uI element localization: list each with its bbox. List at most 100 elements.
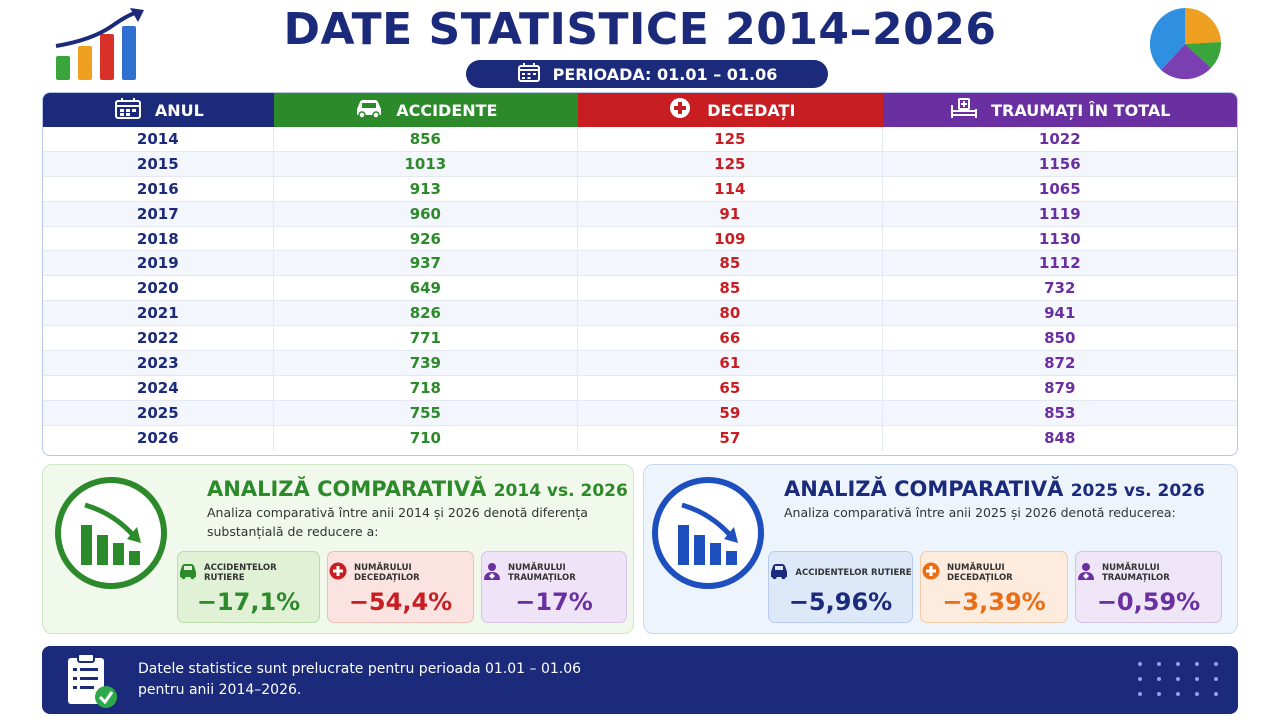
stat-value: −54,4% xyxy=(348,588,453,616)
stat-label: ACCIDENTELOR RUTIERE xyxy=(204,562,277,583)
table-cell: 2018 xyxy=(43,226,274,251)
comparison-panel-2025-2026: ANALIZĂ COMPARATIVĂ 2025 vs. 2026 Analiz… xyxy=(643,464,1238,634)
table-cell: 2026 xyxy=(43,425,274,451)
stat-label: ACCIDENTELOR RUTIERE xyxy=(795,567,912,578)
table-cell: 755 xyxy=(274,400,579,425)
footer-banner: Datele statistice sunt prelucrate pentru… xyxy=(42,646,1238,714)
medical-cross-icon xyxy=(328,562,348,583)
table-cell: 771 xyxy=(274,326,579,351)
car-icon xyxy=(178,562,198,583)
dot xyxy=(1157,677,1161,681)
dot xyxy=(1176,692,1180,696)
table-cell: 85 xyxy=(578,276,883,301)
table-cell: 1013 xyxy=(274,151,579,176)
table-cell: 85 xyxy=(578,251,883,276)
dot xyxy=(1157,692,1161,696)
table-cell: 80 xyxy=(578,301,883,326)
car-icon xyxy=(769,562,789,583)
footer-line: Datele statistice sunt prelucrate pentru… xyxy=(138,661,582,677)
table-row: 2026 710 57 848 xyxy=(43,425,1237,451)
table-cell: 125 xyxy=(578,127,883,151)
bar-chart-logo-icon xyxy=(52,6,152,82)
dot xyxy=(1176,662,1180,666)
pie-chart-logo-icon xyxy=(1143,4,1227,84)
table-cell: 1156 xyxy=(1038,154,1081,173)
table-cell: 649 xyxy=(274,276,579,301)
table-cell: 2017 xyxy=(43,201,274,226)
injured-person-icon xyxy=(482,562,502,583)
panel-title: ANALIZĂ COMPARATIVĂ 2014 vs. 2026 xyxy=(207,477,628,501)
dot xyxy=(1138,677,1142,681)
dot xyxy=(1195,662,1199,666)
page-title: DATE STATISTICE 2014–2026 xyxy=(283,4,997,55)
table-row: 2025 755 59 853 xyxy=(43,400,1237,426)
clipboard-check-icon xyxy=(64,652,120,710)
table-cell: 1119 xyxy=(1038,204,1081,223)
footer-note: Datele statistice sunt prelucrate pentru… xyxy=(138,659,581,701)
dot xyxy=(1138,662,1142,666)
panel-description: Analiza comparativă între anii 2014 și 2… xyxy=(207,505,588,539)
medical-cross-icon xyxy=(921,562,941,583)
decreasing-bars-icon xyxy=(650,475,766,591)
table-row: 2016 913 114 1065 xyxy=(43,176,1237,202)
table-row: 2015 1013 125 1156 xyxy=(43,151,1237,177)
table-cell: 2025 xyxy=(43,400,274,425)
statistics-table: ANUL ACCIDENTE DECEDAȚI TRAUMAȚI ÎN TOTA… xyxy=(42,92,1238,456)
table-row: 2023 739 61 872 xyxy=(43,351,1237,376)
injured-person-icon xyxy=(1076,562,1096,583)
table-cell: 66 xyxy=(578,326,883,351)
table-cell: 1065 xyxy=(1038,179,1081,198)
table-cell: 59 xyxy=(578,400,883,425)
table-cell: 941 xyxy=(1044,304,1076,323)
column-header-deceased: DECEDAȚI xyxy=(578,93,883,127)
table-row: 2017 960 91 1119 xyxy=(43,201,1237,227)
stat-card-deceased: NUMĂRULUI DECEDAȚILOR −54,4% xyxy=(327,551,474,623)
table-cell: 61 xyxy=(578,351,883,375)
stat-label: NUMĂRULUI TRAUMAȚILOR xyxy=(1102,562,1170,583)
stat-card-deceased: NUMĂRULUI DECEDAȚILOR −3,39% xyxy=(920,551,1068,623)
table-cell: 2016 xyxy=(43,176,274,201)
period-text: PERIOADA: 01.01 – 01.06 xyxy=(552,64,778,84)
car-icon xyxy=(354,97,384,123)
table-cell: 65 xyxy=(578,375,883,400)
column-header-accidents: ACCIDENTE xyxy=(273,93,579,127)
column-label: ACCIDENTE xyxy=(396,100,498,120)
table-row: 2022 771 66 850 xyxy=(43,326,1237,352)
period-badge: PERIOADA: 01.01 – 01.06 xyxy=(466,60,828,88)
medical-cross-icon xyxy=(665,97,695,123)
dot xyxy=(1214,677,1218,681)
stat-label: NUMĂRULUI DECEDAȚILOR xyxy=(354,562,420,583)
table-cell: 913 xyxy=(274,176,579,201)
column-label: DECEDAȚI xyxy=(707,100,796,120)
table-row: 2020 649 85 732 xyxy=(43,276,1237,302)
hospital-bed-icon xyxy=(949,97,979,123)
table-row: 2021 826 80 941 xyxy=(43,301,1237,327)
table-header: ANUL ACCIDENTE DECEDAȚI TRAUMAȚI ÎN TOTA… xyxy=(43,93,1237,127)
table-body: 2014 856 125 1022 2015 1013 125 1156 2016 913 114 1… xyxy=(43,127,1237,451)
table-cell: 2014 xyxy=(43,127,274,151)
dot xyxy=(1157,662,1161,666)
panel-title-years: 2014 vs. 2026 xyxy=(493,481,628,501)
table-cell: 109 xyxy=(578,226,883,251)
table-cell: 739 xyxy=(274,351,579,375)
table-cell: 91 xyxy=(578,201,883,226)
column-header-injured: TRAUMAȚI ÎN TOTAL xyxy=(882,93,1237,127)
dot xyxy=(1176,677,1180,681)
table-cell: 732 xyxy=(1044,279,1076,298)
dot xyxy=(1195,692,1199,696)
panel-description: Analiza comparativă între anii 2025 și 2… xyxy=(784,505,1176,520)
table-cell: 926 xyxy=(274,226,579,251)
calendar-icon xyxy=(113,97,143,123)
decorative-dots xyxy=(1136,660,1222,700)
table-cell: 937 xyxy=(274,251,579,276)
panel-title-main: ANALIZĂ COMPARATIVĂ xyxy=(207,477,487,501)
calendar-icon xyxy=(517,62,541,86)
table-cell: 848 xyxy=(1044,429,1076,448)
table-cell: 850 xyxy=(1044,329,1076,348)
table-cell: 2024 xyxy=(43,375,274,400)
stat-value: −0,59% xyxy=(1096,588,1201,616)
stat-card-injured: NUMĂRULUI TRAUMAȚILOR −17% xyxy=(481,551,627,623)
decreasing-bars-icon xyxy=(53,475,169,591)
stat-card-accidents: ACCIDENTELOR RUTIERE −5,96% xyxy=(768,551,913,623)
table-cell: 879 xyxy=(1044,378,1076,397)
